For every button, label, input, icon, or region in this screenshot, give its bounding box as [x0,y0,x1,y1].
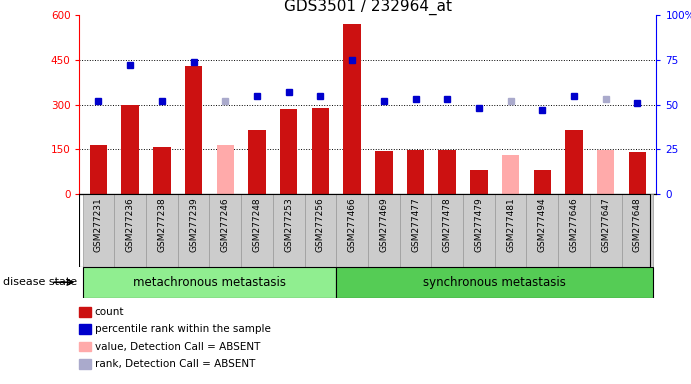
Text: disease state: disease state [3,277,77,287]
Bar [146,194,178,267]
Text: GSM277469: GSM277469 [379,198,388,252]
Text: GSM277256: GSM277256 [316,198,325,252]
Bar [375,151,392,194]
Bar [178,194,209,267]
Bar [122,104,139,194]
Bar [83,194,114,267]
Text: metachronous metastasis: metachronous metastasis [133,276,286,289]
Text: GSM277466: GSM277466 [348,198,357,252]
Bar [558,194,590,267]
Bar [368,194,399,267]
Text: synchronous metastasis: synchronous metastasis [424,276,566,289]
Text: GSM277236: GSM277236 [126,198,135,252]
Bar [241,194,273,267]
Bar [565,130,583,194]
Bar [90,145,107,194]
Bar [337,194,368,267]
Bar [533,170,551,194]
Bar [312,108,329,194]
Bar [431,194,463,267]
Title: GDS3501 / 232964_at: GDS3501 / 232964_at [284,0,452,15]
Text: rank, Detection Call = ABSENT: rank, Detection Call = ABSENT [95,359,255,369]
Bar [185,66,202,194]
Text: count: count [95,307,124,317]
Bar [463,194,495,267]
Bar [495,194,527,267]
Bar [597,150,614,194]
Text: GSM277479: GSM277479 [475,198,484,252]
Text: GSM277648: GSM277648 [633,198,642,252]
Text: GSM277478: GSM277478 [443,198,452,252]
Bar [439,150,456,194]
Bar [622,194,653,267]
Bar [273,194,305,267]
Text: GSM277646: GSM277646 [569,198,578,252]
Text: GSM277246: GSM277246 [221,198,230,252]
Text: GSM277248: GSM277248 [252,198,261,252]
Text: GSM277481: GSM277481 [506,198,515,252]
Bar [502,155,520,194]
Bar [83,267,337,298]
Text: GSM277647: GSM277647 [601,198,610,252]
Text: GSM277477: GSM277477 [411,198,420,252]
Bar [399,194,431,267]
Text: GSM277253: GSM277253 [284,198,293,252]
Bar [114,194,146,267]
Bar [527,194,558,267]
Bar [209,194,241,267]
Bar [407,150,424,194]
Text: GSM277238: GSM277238 [158,198,167,252]
Text: GSM277239: GSM277239 [189,198,198,252]
Bar [280,109,297,194]
Text: GSM277494: GSM277494 [538,198,547,252]
Bar [343,24,361,194]
Bar [629,152,646,194]
Text: value, Detection Call = ABSENT: value, Detection Call = ABSENT [95,342,260,352]
Bar [153,147,171,194]
Bar [305,194,337,267]
Bar [216,145,234,194]
Bar [590,194,622,267]
Bar [470,170,488,194]
Bar [337,267,653,298]
Text: percentile rank within the sample: percentile rank within the sample [95,324,271,334]
Bar [248,130,266,194]
Text: GSM277231: GSM277231 [94,198,103,252]
